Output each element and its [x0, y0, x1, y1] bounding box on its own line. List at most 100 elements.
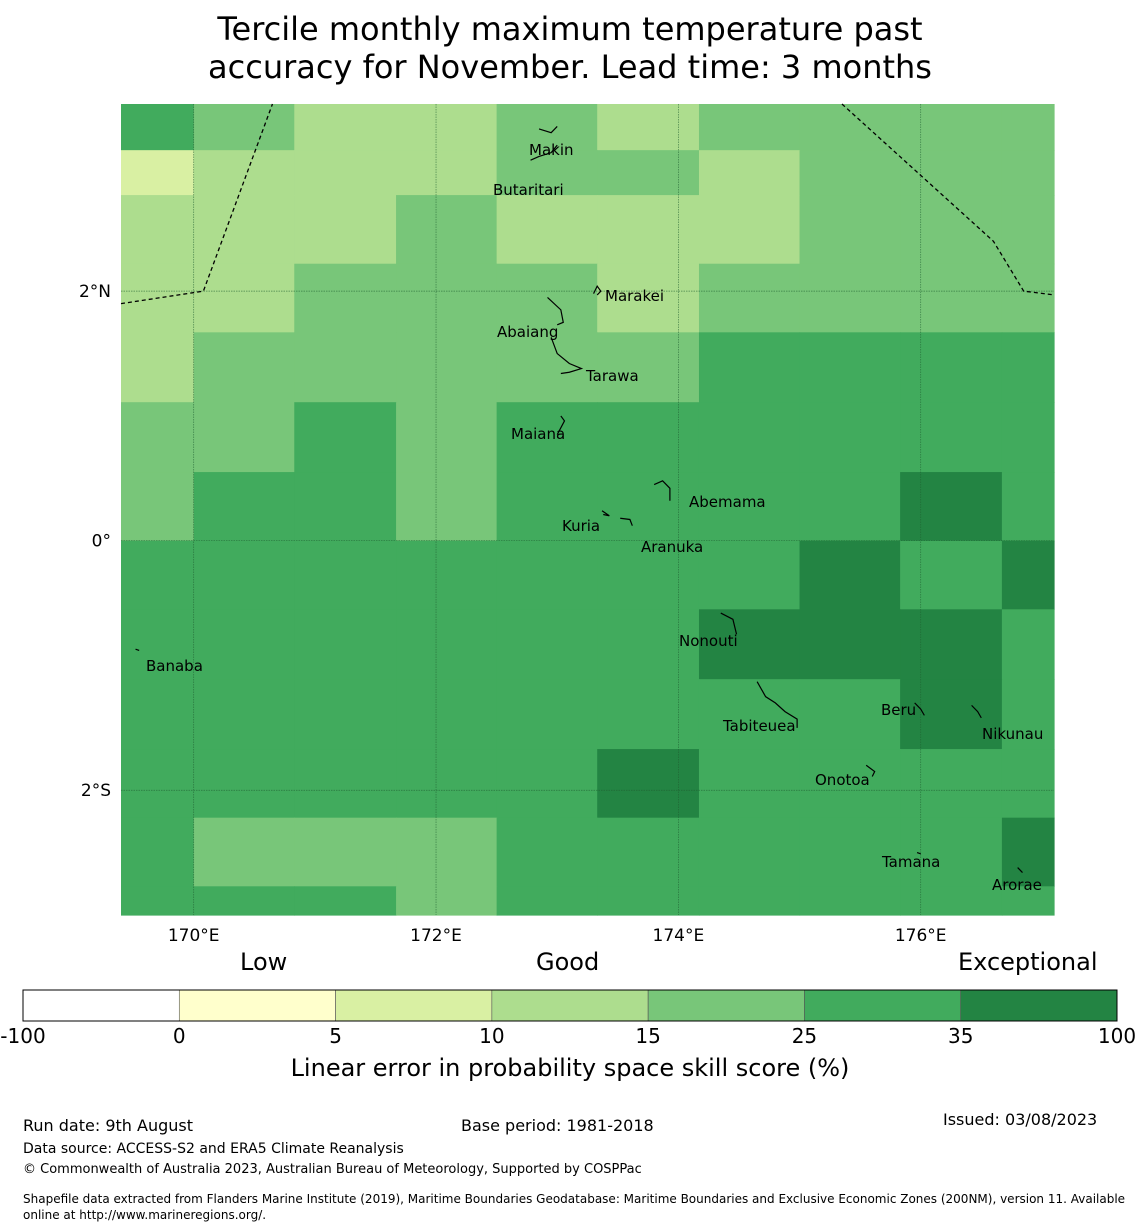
grid-cell [597, 472, 700, 542]
grid-cell [900, 679, 1003, 750]
eez-boundary-line [841, 103, 1055, 296]
grid-cell [799, 150, 901, 196]
grid-cell [496, 150, 598, 196]
grid-cell [698, 817, 801, 887]
grid-cell [1001, 540, 1055, 610]
grid-cell [799, 332, 901, 403]
grid-cell [193, 472, 295, 542]
grid-cell [396, 195, 498, 265]
grid-cell [396, 679, 498, 750]
grid-cell [294, 104, 397, 151]
grid-cell [121, 472, 195, 542]
island-outline [547, 296, 564, 326]
island-outline [865, 764, 876, 777]
colorbar-tick: -100 [0, 1024, 46, 1048]
grid-cell [597, 817, 700, 887]
grid-cell [496, 817, 598, 887]
grid-cell [121, 749, 195, 819]
grid-cell [1001, 104, 1055, 151]
colorbar-tick: 15 [635, 1024, 661, 1048]
run-date: Run date: 9th August [23, 1116, 193, 1135]
grid-cell [396, 150, 498, 196]
grid-cell [396, 472, 498, 542]
skill-grid [121, 104, 1055, 916]
grid-cell [1001, 195, 1055, 265]
grid-cell [698, 886, 801, 916]
grid-cell [294, 749, 397, 819]
grid-cell [698, 402, 801, 473]
island-outline [914, 702, 925, 716]
grid-cell [193, 263, 295, 333]
grid-cell [193, 332, 295, 403]
grid-cell [900, 472, 1003, 542]
colorbar-tick: 25 [791, 1024, 818, 1048]
grid-cell [698, 749, 801, 819]
colorbar-segment [178, 989, 336, 1022]
grid-cell [396, 263, 498, 333]
grid-cell [799, 104, 901, 151]
grid-cell [396, 609, 498, 680]
island-outline [530, 144, 558, 161]
grid-cell [294, 886, 397, 916]
grid-cell [799, 609, 901, 680]
grid-cell [1001, 679, 1055, 750]
grid-cell [496, 104, 598, 151]
grid-cell [496, 402, 598, 473]
island-outline [916, 852, 921, 855]
island-label: Tarawa [585, 367, 639, 385]
grid-cell [121, 332, 195, 403]
base-period: Base period: 1981-2018 [461, 1116, 654, 1135]
island-outline [550, 337, 584, 375]
island-label: Abaiang [497, 323, 558, 341]
lon-tick-label: 174°E [653, 926, 705, 946]
grid-cell [799, 679, 901, 750]
colorbar-segment [22, 989, 180, 1022]
grid-cell [799, 263, 901, 333]
grid-cell [193, 679, 295, 750]
island-label: Banaba [146, 657, 203, 675]
grid-cell [698, 332, 801, 403]
skill-map: Makin Butaritari Marakei Abaiang Tarawa Maian… [22, 103, 1118, 1022]
grid-cell [496, 886, 598, 916]
grid-cell [1001, 402, 1055, 473]
lon-tick-label: 170°E [168, 926, 220, 946]
grid-cell [396, 749, 498, 819]
grid-cell [396, 104, 498, 151]
grid-cell [900, 402, 1003, 473]
grid-cell [193, 104, 295, 151]
island-label: Tabiteuea [722, 717, 796, 735]
island-outline [538, 126, 558, 134]
island-label: Butaritari [493, 181, 564, 199]
island-label: Maiana [511, 425, 565, 443]
grid-cell [496, 749, 598, 819]
grid-cell [597, 886, 700, 916]
grid-cell [900, 886, 1003, 916]
island-outline [1017, 867, 1023, 873]
grid-cell [121, 609, 195, 680]
colorbar-tick: 100 [1097, 1024, 1137, 1048]
grid-cell [496, 195, 598, 265]
grid-cell [698, 472, 801, 542]
colorbar-tick: 35 [947, 1024, 974, 1048]
grid-cell [396, 540, 498, 610]
grid-cell [900, 332, 1003, 403]
grid-cell [1001, 886, 1055, 916]
grid-cell [597, 402, 700, 473]
island-outline [971, 704, 982, 719]
shapefile-credit-line-2: online at http://www.marineregions.org/. [23, 1208, 267, 1222]
grid-cell [121, 679, 195, 750]
island-label: Nikunau [982, 725, 1043, 743]
grid-cell [597, 749, 700, 819]
colorbar-outline [22, 989, 1118, 1022]
grid-cell [597, 150, 700, 196]
map-title: Tercile monthly maximum temperature past… [0, 10, 1140, 86]
grid-cell [294, 263, 397, 333]
island-label: Tamana [881, 853, 940, 871]
grid-cell [193, 195, 295, 265]
island-outline [593, 285, 602, 296]
grid-cell [1001, 150, 1055, 196]
grid-cell [396, 402, 498, 473]
grid-cell [799, 886, 901, 916]
grid-cell [294, 472, 397, 542]
colorbar-label: Linear error in probability space skill … [290, 1054, 850, 1082]
